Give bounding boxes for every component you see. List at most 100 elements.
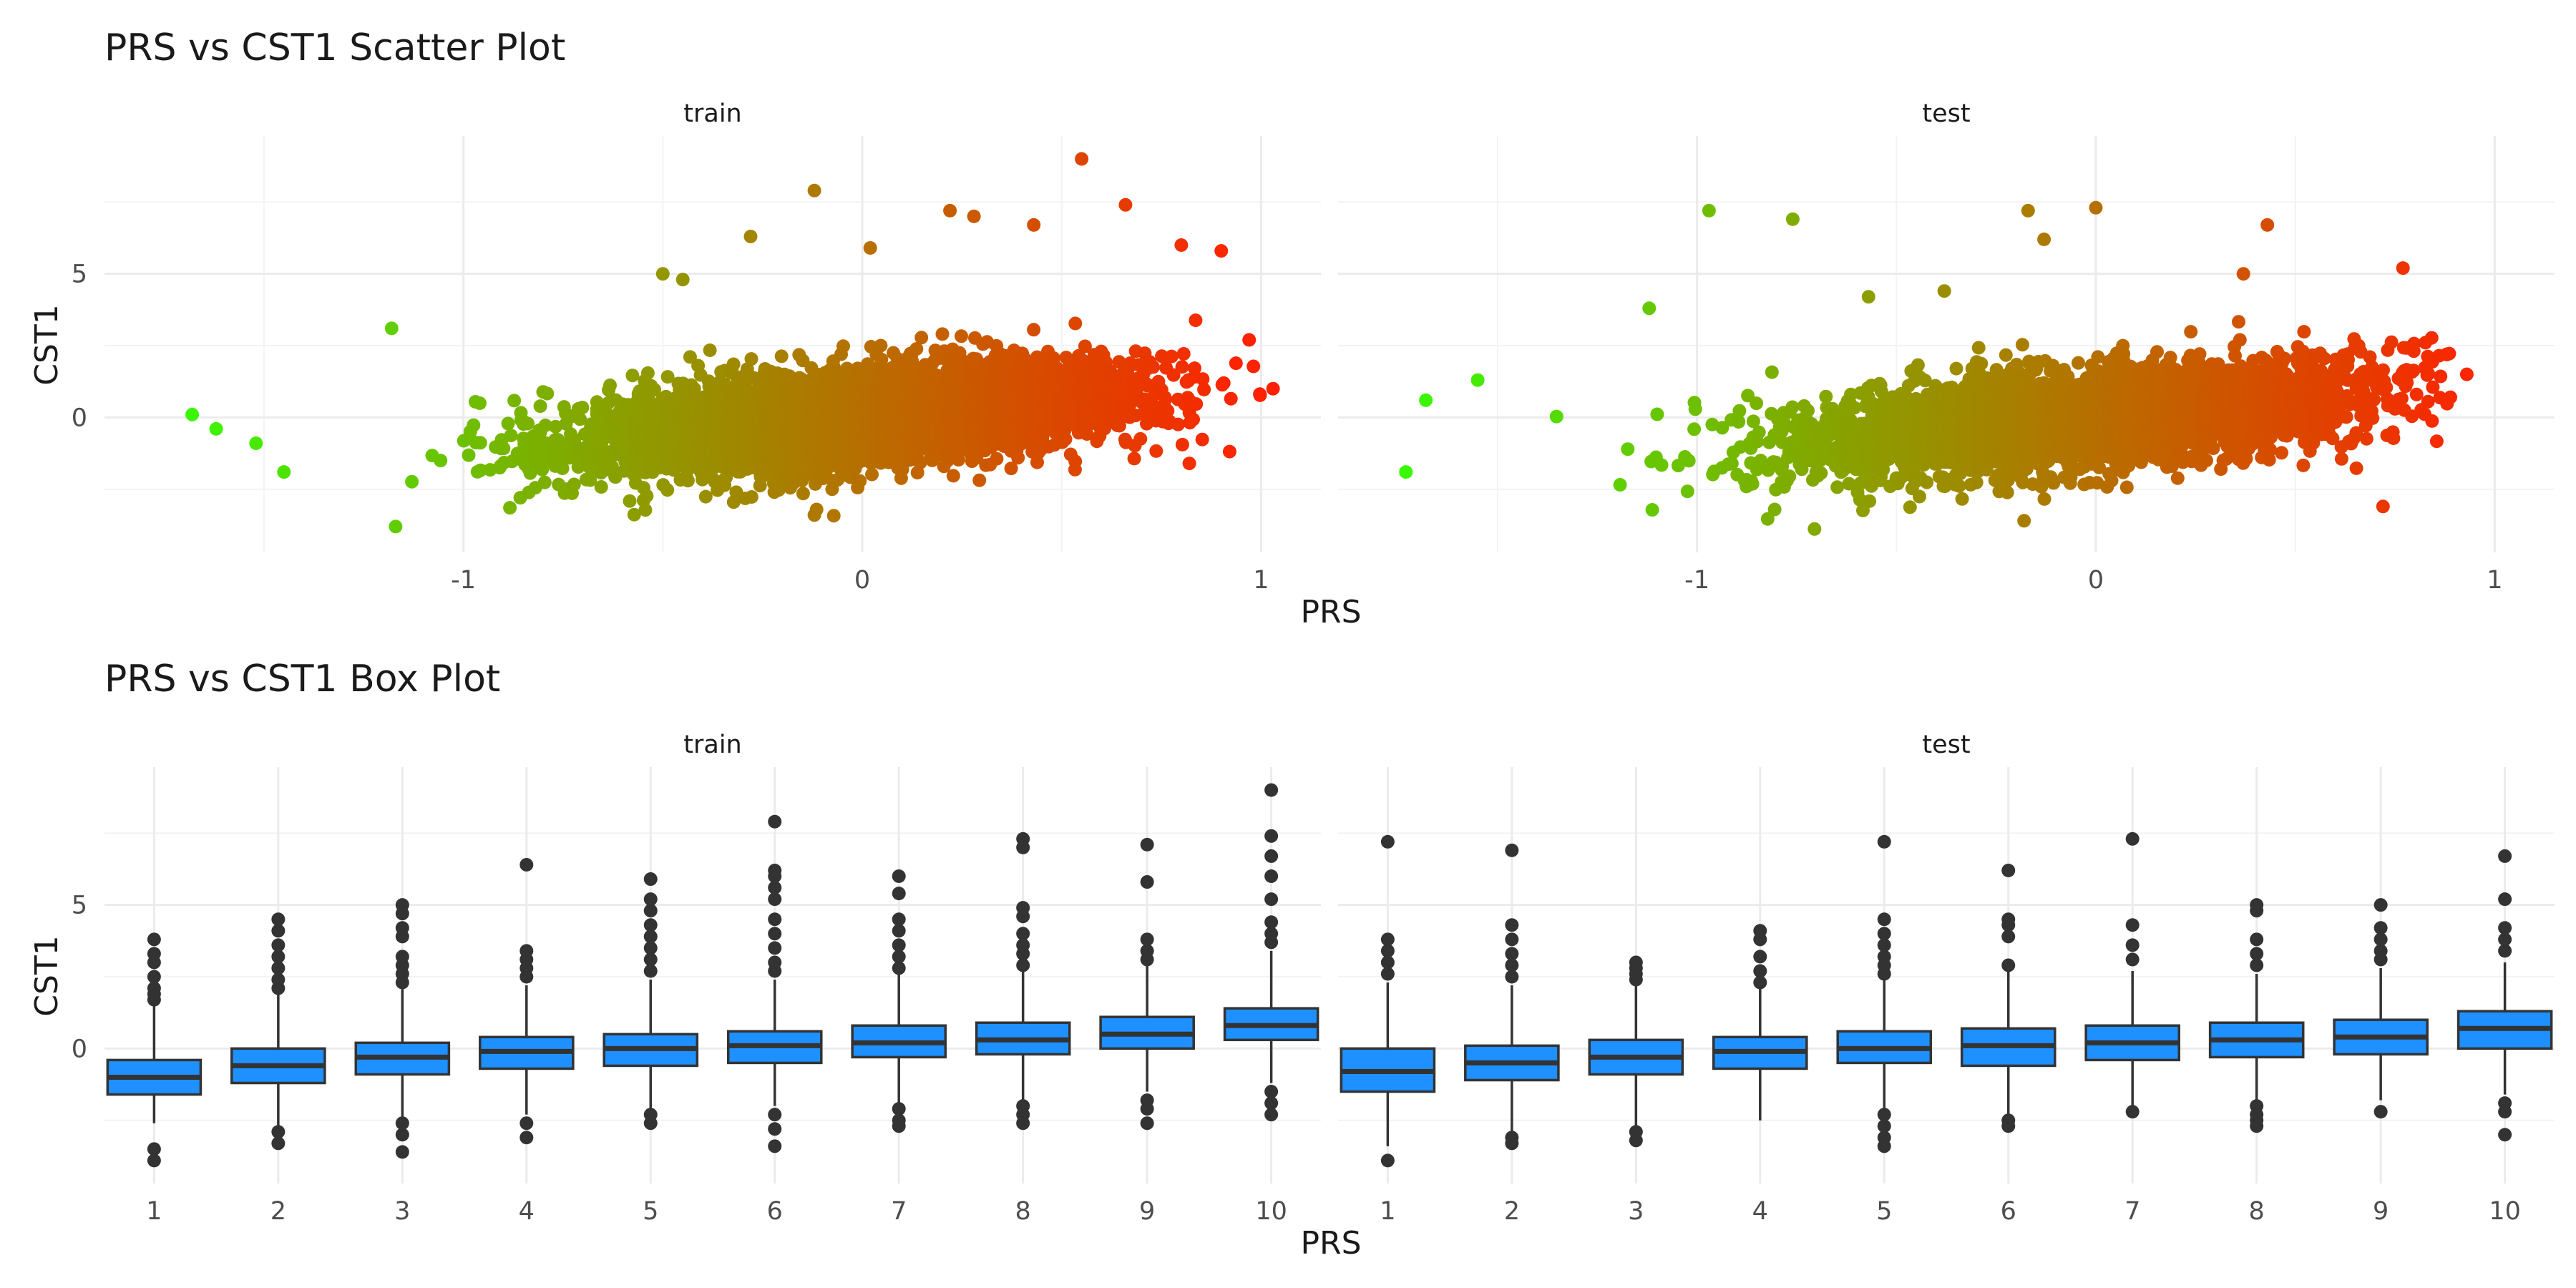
scatter-point bbox=[1782, 469, 1797, 484]
scatter-point bbox=[1189, 397, 1204, 411]
scatter-point bbox=[1903, 500, 1917, 514]
scatter-point bbox=[744, 352, 758, 366]
scatter-point bbox=[943, 203, 957, 218]
scatter-point bbox=[1242, 333, 1257, 347]
scatter-point bbox=[1266, 381, 1280, 396]
scatter-point bbox=[583, 473, 597, 487]
scatter-point bbox=[990, 452, 1004, 466]
scatter-point bbox=[467, 418, 481, 432]
scatter-point bbox=[703, 343, 717, 357]
scatter-point bbox=[533, 399, 547, 414]
scatter-point bbox=[405, 474, 419, 489]
scatter-panel-train: -1 0 1 bbox=[104, 136, 1321, 595]
scatter-point bbox=[1175, 437, 1189, 452]
scatter-point bbox=[683, 350, 697, 364]
x-tick-label: 1 bbox=[1253, 566, 1269, 595]
scatter-point bbox=[640, 489, 654, 503]
scatter-point bbox=[1863, 494, 1877, 508]
scatter-point bbox=[497, 441, 511, 456]
scatter-point bbox=[1186, 412, 1200, 426]
scatter-point bbox=[1642, 301, 1657, 316]
scatter-point bbox=[555, 462, 570, 475]
scatter-point bbox=[726, 357, 741, 371]
scatter-point bbox=[853, 474, 867, 488]
scatter-point bbox=[680, 474, 695, 488]
scatter-point bbox=[1750, 396, 1764, 411]
scatter-point bbox=[1246, 359, 1261, 374]
scatter-point bbox=[1470, 373, 1485, 387]
scatter-point bbox=[1127, 452, 1141, 466]
x-tick-label: 0 bbox=[854, 566, 870, 595]
scatter-point bbox=[1745, 477, 1760, 491]
scatter-point bbox=[1650, 407, 1664, 421]
scatter-point bbox=[1861, 290, 1875, 304]
scatter-point bbox=[1027, 218, 1041, 232]
scatter-point bbox=[1133, 431, 1148, 446]
scatter-point bbox=[1224, 391, 1238, 406]
scatter-point bbox=[1189, 313, 1203, 328]
scatter-point bbox=[935, 327, 950, 341]
scatter-point bbox=[1680, 484, 1694, 499]
scatter-point bbox=[1949, 361, 1963, 376]
scatter-point bbox=[774, 349, 789, 364]
scatter-point bbox=[1027, 323, 1041, 337]
scatter-point bbox=[1952, 479, 1966, 493]
scatter-point bbox=[1732, 404, 1747, 418]
scatter-point bbox=[573, 412, 587, 426]
scatter-point bbox=[1399, 465, 1413, 479]
scatter-point bbox=[538, 419, 552, 432]
scatter-point bbox=[744, 490, 758, 504]
scatter-point bbox=[1687, 422, 1702, 436]
scatter-point bbox=[462, 448, 476, 462]
scatter-point bbox=[648, 383, 662, 397]
scatter-point bbox=[1146, 360, 1160, 374]
scatter-point bbox=[1613, 478, 1627, 492]
scatter-point bbox=[698, 489, 713, 504]
scatter-point bbox=[863, 241, 877, 255]
scatter-point bbox=[955, 329, 968, 343]
scatter-point bbox=[1682, 454, 1696, 468]
scatter-point bbox=[1920, 475, 1934, 489]
scatter-point bbox=[521, 416, 535, 431]
scatter-point bbox=[627, 507, 641, 522]
scatter-point bbox=[623, 494, 637, 508]
scatter-point bbox=[807, 183, 821, 197]
scatter-point bbox=[537, 475, 552, 489]
scatter-point bbox=[660, 483, 675, 497]
scatter-point bbox=[1214, 244, 1229, 258]
scatter-point bbox=[1654, 458, 1669, 472]
scatter-point bbox=[826, 509, 841, 523]
scatter-point bbox=[660, 370, 675, 384]
scatter-point bbox=[384, 321, 399, 336]
scatter-point bbox=[1011, 451, 1025, 465]
scatter-point bbox=[1068, 316, 1083, 331]
scatter-point bbox=[1911, 358, 1925, 372]
scatter-point bbox=[1913, 489, 1926, 504]
scatter-point bbox=[1195, 432, 1209, 447]
scatter-point bbox=[640, 366, 655, 380]
scatter-point bbox=[605, 459, 619, 474]
scatter-point bbox=[1549, 409, 1563, 424]
scatter-point bbox=[594, 480, 608, 494]
scatter-point bbox=[249, 436, 263, 450]
scatter-point bbox=[655, 267, 670, 281]
scatter-point bbox=[1830, 480, 1845, 494]
scatter-point bbox=[1937, 284, 1951, 298]
scatter-point bbox=[1075, 152, 1089, 166]
scatter-point bbox=[567, 477, 581, 492]
scatter-point bbox=[473, 396, 487, 410]
scatter-point bbox=[1814, 466, 1828, 480]
scatter-point bbox=[967, 209, 981, 223]
scatter-point bbox=[865, 467, 879, 482]
scatter-point bbox=[1752, 425, 1766, 439]
scatter-point bbox=[1785, 400, 1800, 414]
scatter-point bbox=[1197, 382, 1211, 396]
scatter-point bbox=[1174, 238, 1189, 252]
scatter-point bbox=[549, 419, 562, 434]
scatter-point bbox=[1216, 376, 1231, 390]
scatter-point bbox=[1149, 444, 1163, 458]
scatter-point bbox=[504, 429, 518, 443]
scatter-point bbox=[501, 416, 515, 431]
scatter-point bbox=[575, 401, 590, 414]
